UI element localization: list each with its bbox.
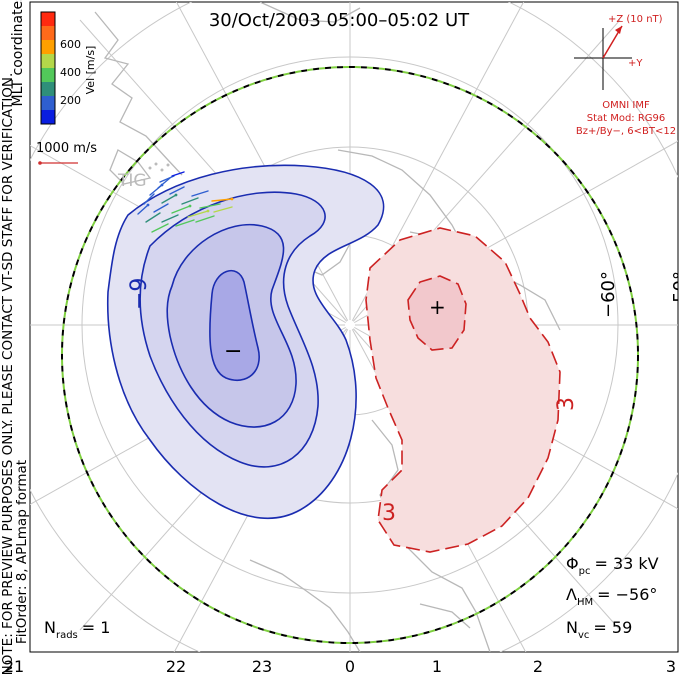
mlt-tick: 0 — [345, 657, 355, 674]
stats-panel: Φpc = 33 kV ΛHM = −56° Nvc = 59 Nrads = 1 — [44, 554, 659, 641]
mlt-tick: 21 — [4, 657, 24, 674]
colorbar-tick-200: 200 — [60, 94, 81, 107]
pos-contour-label-right: 3 — [554, 397, 579, 411]
stat-phi-pc: Φpc = 33 kV — [566, 554, 659, 577]
radar-label: TIG — [117, 171, 147, 191]
mlt-tick: 2 — [533, 657, 543, 674]
radar-tig: TIG — [117, 162, 170, 191]
vector-scale-label: 1000 m/s — [36, 141, 97, 156]
stat-lambda-hm: ΛHM = −56° — [566, 585, 657, 608]
stat-n-vc: Nvc = 59 — [566, 618, 632, 641]
mlt-tick: 1 — [432, 657, 442, 674]
colorbar-tick-400: 400 — [60, 66, 81, 79]
fit-order-note: FitOrder: 8, APLmap format — [14, 460, 30, 644]
imf-model: Stat Mod: RG96 — [587, 113, 666, 124]
neg-contour-label: −9 — [127, 278, 152, 310]
colorbar-label: Vel [m/s] — [84, 46, 97, 95]
lat-label-50: −50° — [670, 271, 680, 318]
map-title: 30/Oct/2003 05:00–05:02 UT — [209, 10, 470, 31]
potential-maximum-marker: + — [429, 295, 446, 319]
imf-y-label: +Y — [628, 58, 643, 69]
velocity-colorbar: 600 400 200 Vel [m/s] — [40, 11, 97, 125]
imf-z-label: +Z (10 nT) — [608, 14, 663, 25]
preview-note: NOTE: FOR PREVIEW PURPOSES ONLY. PLEASE … — [0, 73, 16, 674]
pos-contour-inner — [407, 275, 467, 351]
mlt-tick: 3 — [666, 657, 676, 674]
colorbar-tick-600: 600 — [60, 38, 81, 51]
velocity-vectors — [137, 171, 234, 233]
pos-contour-label-lower: 3 — [382, 501, 396, 526]
neg-contour-inner — [209, 270, 260, 382]
imf-clock: +Z (10 nT) +Y OMNI IMF Stat Mod: RG96 Bz… — [574, 14, 676, 137]
hm-boundary-green — [61, 66, 639, 644]
positive-potential-cell: 3 3 + — [365, 227, 579, 553]
lat-label-60: −60° — [598, 271, 619, 318]
pole-gap — [345, 320, 355, 330]
mlt-axis: 21 22 23 0 1 2 3 — [4, 657, 676, 674]
mlt-tick: 23 — [252, 657, 272, 674]
imf-condition: Bz+/By−, 6<BT<12 — [576, 126, 676, 137]
mlt-tick: 22 — [166, 657, 186, 674]
stat-n-rads: Nrads = 1 — [44, 618, 110, 641]
vector-scale: 1000 m/s — [36, 141, 97, 165]
potential-minimum-marker: − — [224, 339, 242, 364]
imf-source: OMNI IMF — [602, 100, 650, 111]
coordinates-label: MLT coordinates — [10, 0, 26, 106]
negative-potential-cell: −9 − — [106, 164, 385, 520]
